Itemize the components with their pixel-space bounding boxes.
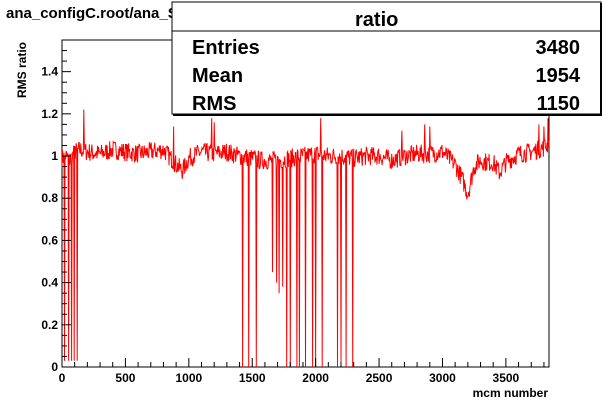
y-tick-label: 1.4	[41, 65, 58, 79]
stats-entries-value: 3480	[536, 37, 581, 59]
series-line-ratio	[61, 109, 550, 368]
y-axis: 0 0.2 0.4 0.6 0.8 1 1.2 1.4	[41, 50, 71, 374]
y-tick-label: 1.2	[41, 107, 58, 121]
stats-mean-value: 1954	[536, 65, 581, 87]
x-tick-label: 3000	[429, 371, 456, 385]
x-tick-label: 1500	[239, 371, 266, 385]
y-tick-label: 0	[51, 360, 58, 374]
x-tick-label: 2500	[366, 371, 393, 385]
y-tick-label: 0.6	[41, 233, 58, 247]
x-axis-title: mcm number	[473, 386, 549, 400]
x-tick-label: 3500	[493, 371, 520, 385]
y-axis-title: RMS ratio	[15, 42, 29, 98]
stats-box: ratio Entries 3480 Mean 1954 RMS 1150	[171, 1, 602, 116]
stats-rms-label: RMS	[192, 93, 236, 115]
x-tick-label: 1000	[175, 371, 202, 385]
stats-rms-value: 1150	[537, 93, 580, 115]
x-tick-label: 0	[59, 371, 66, 385]
x-tick-label: 500	[115, 371, 135, 385]
x-axis: 0 500 1000 1500 2000 2500 3000 3500	[59, 358, 545, 385]
x-tick-label: 2000	[302, 371, 329, 385]
stats-box-name: ratio	[355, 9, 398, 31]
y-tick-label: 0.8	[41, 191, 58, 205]
stats-mean-label: Mean	[192, 65, 243, 87]
y-tick-label: 0.2	[41, 318, 58, 332]
y-tick-label: 0.4	[41, 276, 58, 290]
stats-entries-label: Entries	[192, 37, 260, 59]
y-tick-label: 1	[51, 149, 58, 163]
